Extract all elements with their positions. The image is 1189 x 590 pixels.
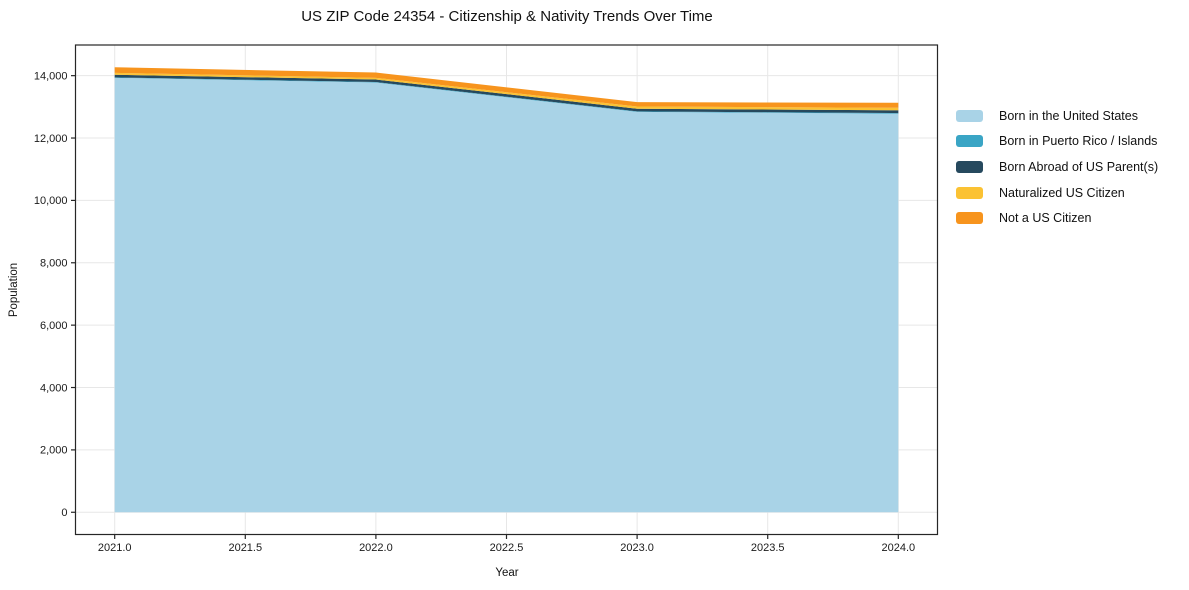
area-layer-2 bbox=[114, 74, 899, 114]
legend-item: Born in the United States bbox=[956, 103, 1158, 129]
x-tick-label: 2023.5 bbox=[751, 542, 785, 554]
y-tick-label: 10,000 bbox=[34, 195, 68, 207]
chart-title: US ZIP Code 24354 - Citizenship & Nativi… bbox=[301, 8, 713, 25]
y-tick-label: 6,000 bbox=[40, 320, 68, 332]
y-tick-label: 12,000 bbox=[34, 133, 68, 145]
y-tick-label: 14,000 bbox=[34, 70, 68, 82]
legend-swatch bbox=[956, 160, 983, 173]
legend-swatch bbox=[956, 186, 983, 199]
x-tick-label: 2023.0 bbox=[620, 542, 654, 554]
legend-swatch bbox=[956, 212, 983, 225]
y-tick-label: 4,000 bbox=[40, 382, 68, 394]
y-tick-label: 2,000 bbox=[40, 445, 68, 457]
y-tick-label: 8,000 bbox=[40, 258, 68, 270]
x-axis-label: Year bbox=[495, 567, 519, 579]
legend-swatch bbox=[956, 109, 983, 122]
legend: Born in the United States Born in Puerto … bbox=[956, 103, 1158, 231]
area-layer-0 bbox=[114, 77, 899, 513]
y-axis-label: Population bbox=[8, 262, 20, 318]
legend-item: Not a US Citizen bbox=[956, 205, 1158, 231]
x-tick-label: 2022.5 bbox=[490, 542, 524, 554]
area-layer-4 bbox=[114, 67, 899, 108]
y-tick-label: 0 bbox=[61, 507, 67, 519]
legend-item: Born in Puerto Rico / Islands bbox=[956, 129, 1158, 155]
legend-swatch bbox=[956, 135, 983, 148]
legend-item: Born Abroad of US Parent(s) bbox=[956, 154, 1158, 180]
legend-label: Born in Puerto Rico / Islands bbox=[999, 134, 1158, 149]
x-tick-label: 2022.0 bbox=[359, 542, 393, 554]
x-tick-label: 2024.0 bbox=[881, 542, 915, 554]
legend-label: Born in the United States bbox=[999, 108, 1138, 123]
x-tick-label: 2021.0 bbox=[98, 542, 132, 554]
x-tick-label: 2021.5 bbox=[228, 542, 262, 554]
legend-label: Born Abroad of US Parent(s) bbox=[999, 159, 1159, 174]
legend-label: Not a US Citizen bbox=[999, 211, 1092, 226]
legend-item: Naturalized US Citizen bbox=[956, 180, 1158, 206]
legend-label: Naturalized US Citizen bbox=[999, 185, 1125, 200]
